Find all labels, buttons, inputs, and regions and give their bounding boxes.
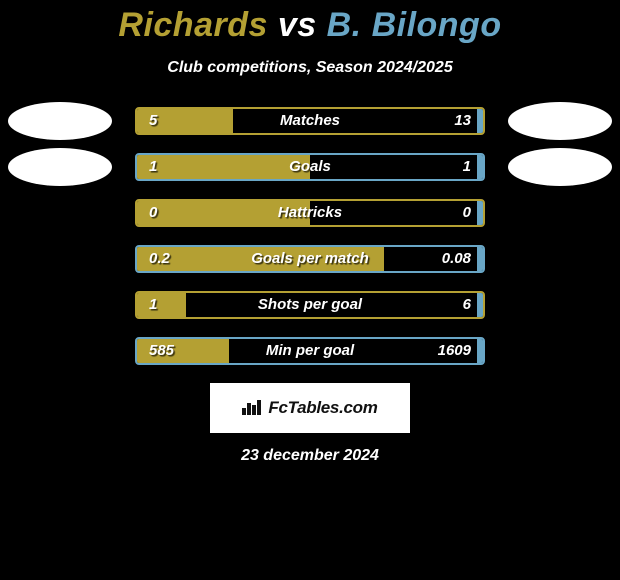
stat-label: Shots per goal	[137, 293, 483, 317]
branding-text: FcTables.com	[268, 398, 377, 418]
vs-text: vs	[278, 6, 317, 44]
stat-row: 11Goals	[0, 153, 620, 181]
player2-avatar	[508, 102, 612, 140]
stat-bar: 16Shots per goal	[135, 291, 485, 319]
player2-name: B. Bilongo	[327, 6, 502, 44]
stat-bar: 11Goals	[135, 153, 485, 181]
stats-chart: 513Matches 11Goals 00Hattricks 0.20.08Goals…	[0, 107, 620, 365]
stat-label: Matches	[137, 109, 483, 133]
stat-label: Min per goal	[137, 339, 483, 363]
bars-icon	[242, 397, 262, 420]
stat-row: 00Hattricks	[0, 199, 620, 227]
branding-badge: FcTables.com	[210, 383, 410, 433]
stat-label: Goals	[137, 155, 483, 179]
player1-avatar	[8, 148, 112, 186]
date-text: 23 december 2024	[0, 447, 620, 465]
stat-bar: 513Matches	[135, 107, 485, 135]
stat-label: Hattricks	[137, 201, 483, 225]
player1-name: Richards	[118, 6, 268, 44]
stat-row: 0.20.08Goals per match	[0, 245, 620, 273]
subtitle: Club competitions, Season 2024/2025	[0, 59, 620, 77]
comparison-title: Richards vs B. Bilongo	[0, 0, 620, 45]
stat-row: 513Matches	[0, 107, 620, 135]
stat-bar: 00Hattricks	[135, 199, 485, 227]
stat-bar: 5851609Min per goal	[135, 337, 485, 365]
player1-avatar	[8, 102, 112, 140]
player2-avatar	[508, 148, 612, 186]
stat-row: 16Shots per goal	[0, 291, 620, 319]
stat-label: Goals per match	[137, 247, 483, 271]
stat-bar: 0.20.08Goals per match	[135, 245, 485, 273]
stat-row: 5851609Min per goal	[0, 337, 620, 365]
